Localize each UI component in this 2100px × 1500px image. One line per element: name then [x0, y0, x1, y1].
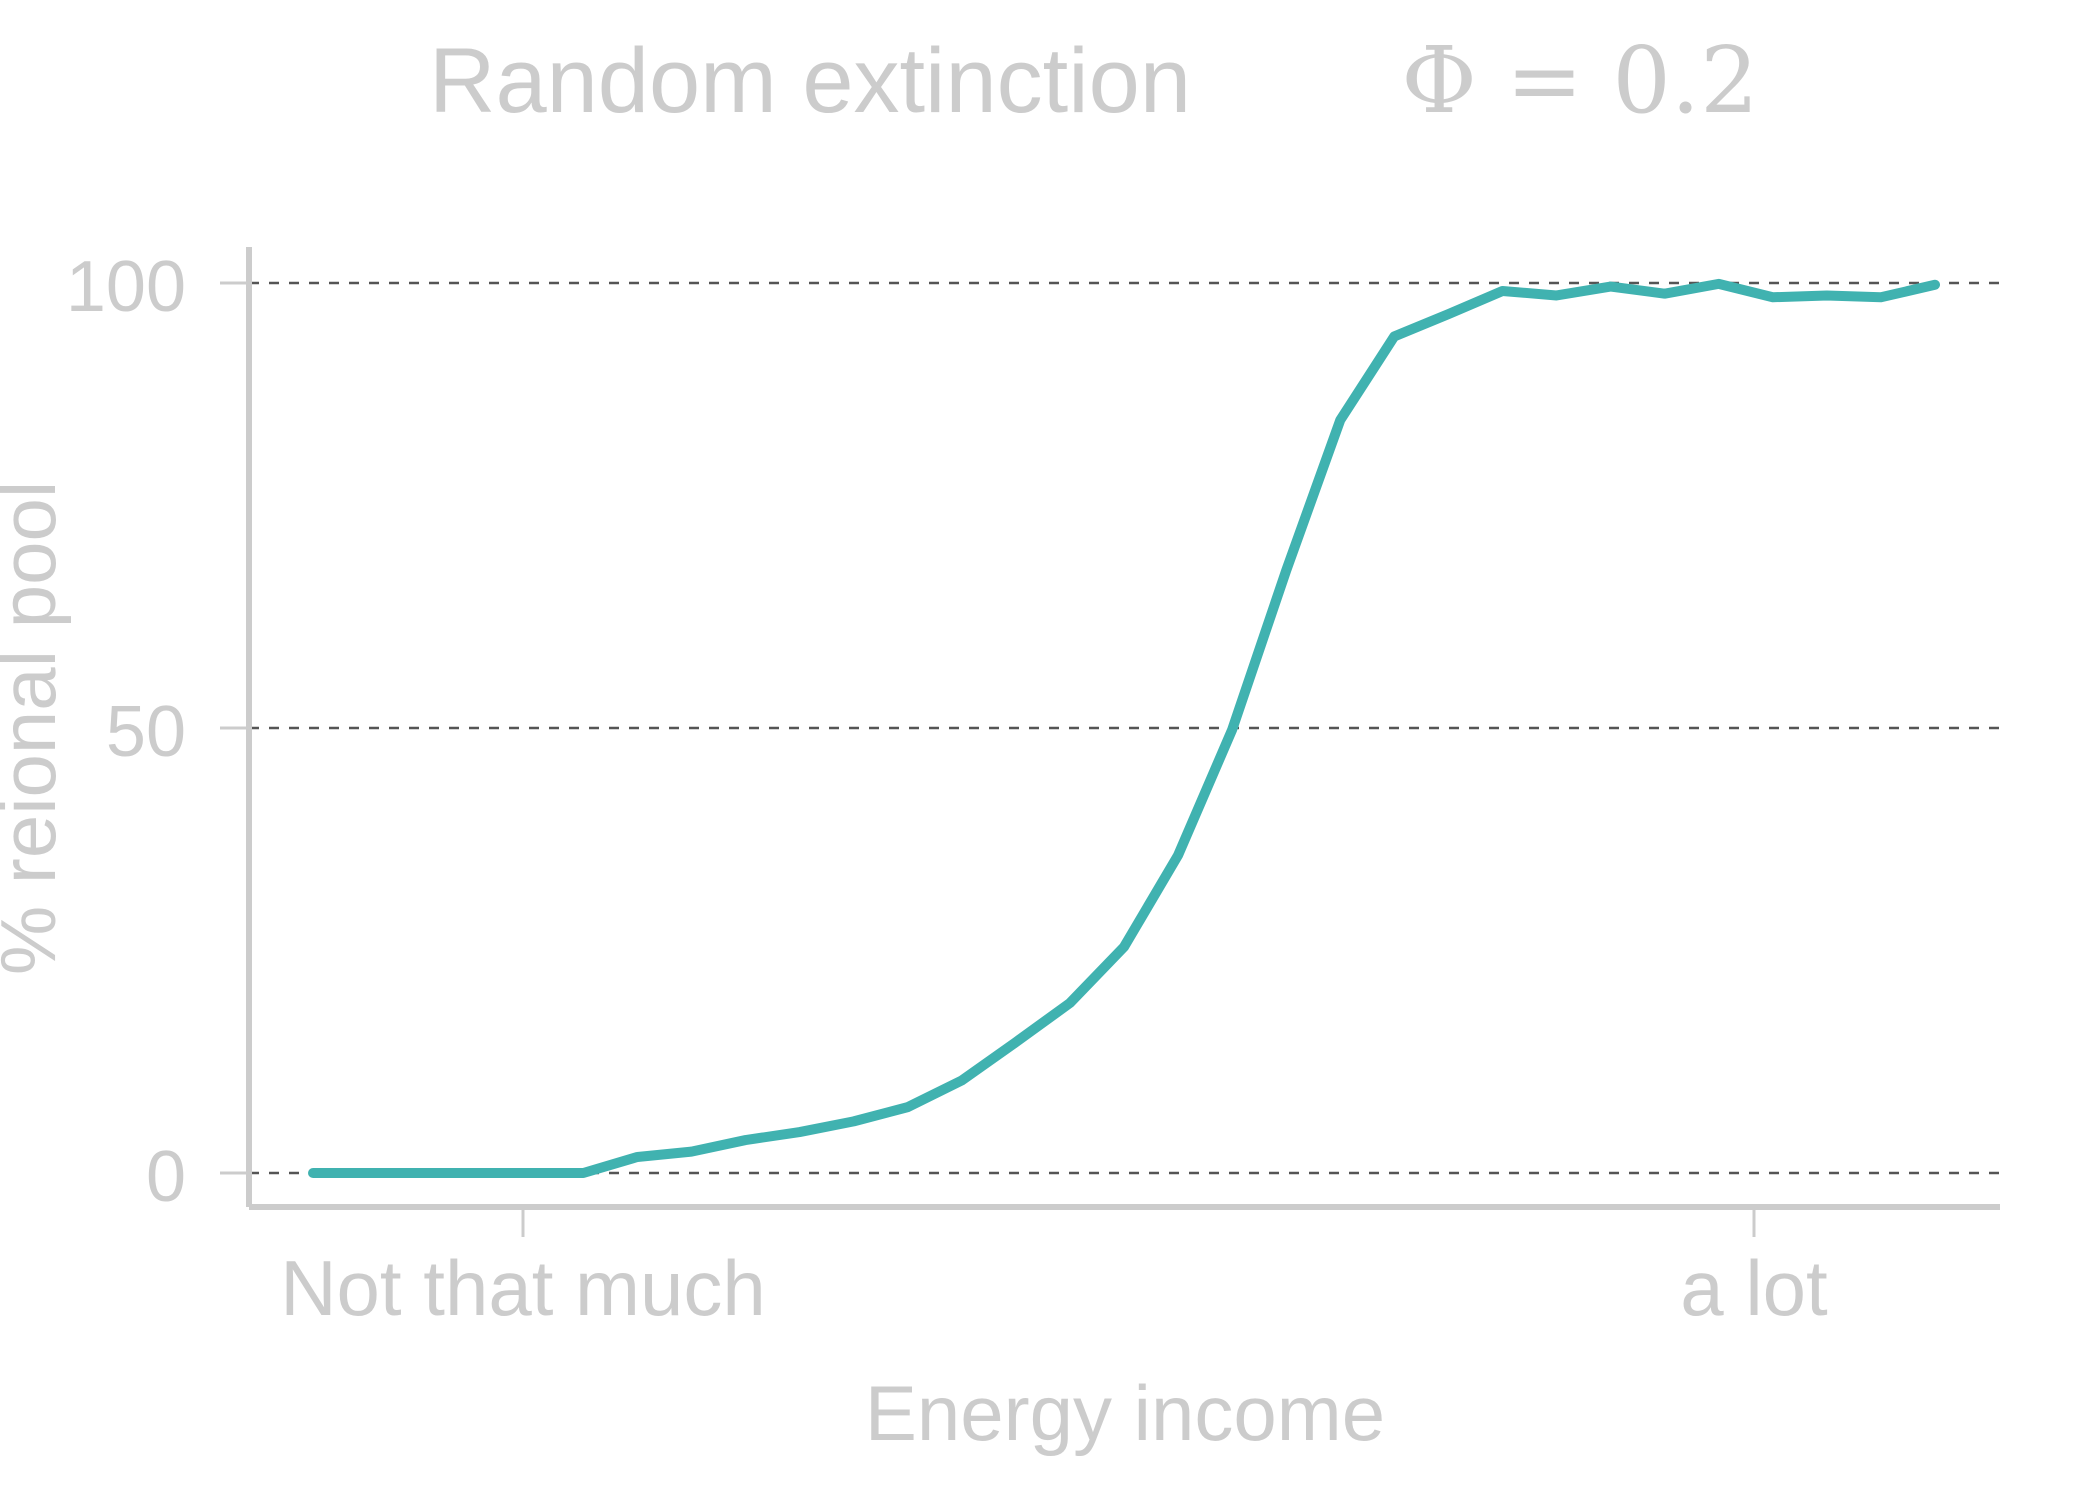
- series-line-0: [308, 278, 1940, 1178]
- x-axis-ticks: Not that much a lot: [280, 1207, 1828, 1332]
- y-tick-label-0: 0: [146, 1137, 186, 1217]
- grid-lines: [249, 281, 2000, 1175]
- chart-title: Random extinction: [429, 30, 1191, 132]
- y-tick-label-50: 50: [106, 692, 186, 772]
- x-tick-label-1: a lot: [1680, 1244, 1828, 1332]
- x-tick-label-0: Not that much: [280, 1244, 766, 1332]
- y-axis-ticks: 0 50 100: [66, 247, 249, 1217]
- chart-subtitle: Φ = 0.2: [1401, 27, 1758, 134]
- y-axis-label: % reional pool: [0, 481, 72, 975]
- x-axis-label: Energy income: [865, 1369, 1385, 1457]
- y-tick-label-100: 100: [66, 247, 186, 327]
- series-layer: [308, 278, 1940, 1178]
